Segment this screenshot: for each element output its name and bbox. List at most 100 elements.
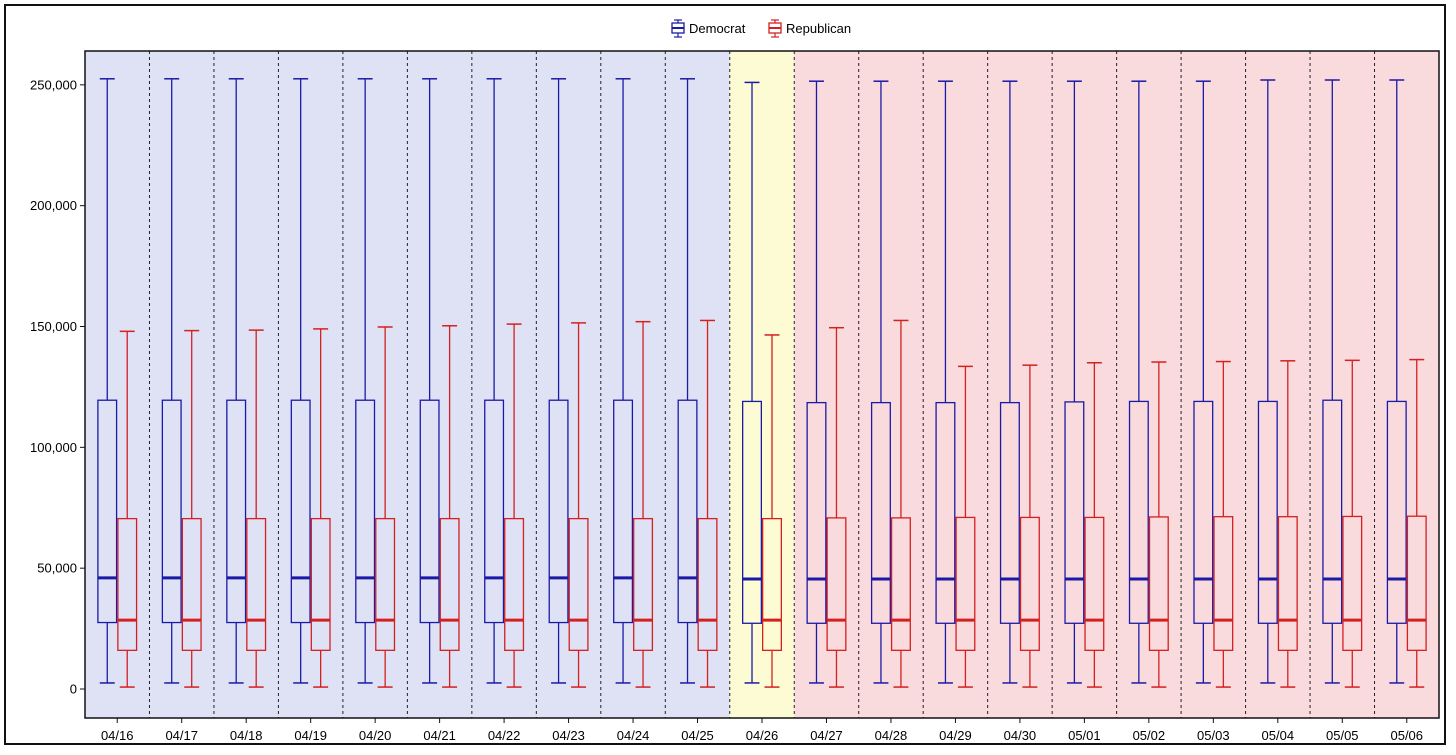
republican-iqr-box (1342, 515, 1363, 651)
x-tick-label: 05/01 (1068, 728, 1101, 743)
democrat-box-04-28 (870, 80, 891, 684)
boxplot-chart: 0 50,000 100,000 150,000 200,000 250,000 04/16… (30, 19, 1440, 743)
democrat-iqr-box (484, 399, 505, 624)
republican-iqr-box (439, 517, 460, 651)
republican-box-04-21 (439, 325, 460, 688)
republican-iqr-box (181, 517, 202, 651)
x-tick-label: 05/02 (1133, 728, 1166, 743)
democrat-box-05-01 (1064, 80, 1085, 684)
republican-iqr-box (1148, 516, 1169, 651)
legend[interactable]: Democrat Republican (671, 19, 851, 38)
x-tick-label: 05/04 (1262, 728, 1295, 743)
democrat-box-04-19 (290, 78, 311, 684)
x-tick-label: 04/23 (552, 728, 585, 743)
republican-iqr-box (761, 517, 782, 651)
republican-box-05-01 (1084, 362, 1105, 688)
republican-iqr-box (1084, 516, 1105, 651)
republican-box-05-04 (1277, 360, 1298, 688)
y-tick-label: 200,000 (30, 198, 77, 213)
democrat-iqr-box (1257, 400, 1278, 624)
republican-box-04-17 (181, 329, 202, 688)
democrat-box-04-30 (999, 80, 1020, 684)
x-tick-label: 04/16 (101, 728, 134, 743)
democrat-box-05-06 (1386, 79, 1407, 684)
republican-box-04-29 (955, 365, 976, 688)
legend-icon-republican (768, 19, 782, 38)
x-tick-label: 04/26 (746, 728, 779, 743)
republican-iqr-box (310, 517, 331, 651)
democrat-iqr-box (1386, 400, 1407, 624)
democrat-box-04-23 (548, 78, 569, 684)
democrat-box-04-25 (677, 78, 698, 684)
republican-iqr-box (890, 517, 911, 651)
democrat-iqr-box (290, 399, 311, 624)
y-tick-label: 100,000 (30, 440, 77, 455)
democrat-iqr-box (1128, 400, 1149, 624)
republican-iqr-box (955, 516, 976, 651)
republican-box-04-18 (246, 329, 267, 688)
republican-iqr-box (504, 517, 525, 651)
republican-box-05-03 (1213, 360, 1234, 688)
democrat-iqr-box (97, 399, 118, 624)
chart-frame: 0 50,000 100,000 150,000 200,000 250,000 04/16… (4, 4, 1446, 745)
legend-icon-democrat (671, 19, 685, 38)
background-band-1 (85, 51, 730, 718)
democrat-iqr-box (742, 400, 763, 624)
democrat-iqr-box (806, 401, 827, 624)
democrat-box-04-16 (97, 78, 118, 684)
x-tick-label: 05/05 (1326, 728, 1359, 743)
y-tick-label: 50,000 (37, 561, 77, 576)
democrat-iqr-box (161, 399, 182, 624)
republican-box-04-28 (890, 319, 911, 688)
republican-box-04-25 (697, 319, 718, 688)
democrat-iqr-box (548, 399, 569, 624)
republican-iqr-box (633, 517, 654, 651)
x-tick-label: 04/30 (1004, 728, 1037, 743)
democrat-box-04-27 (806, 80, 827, 684)
democrat-box-05-02 (1128, 80, 1149, 684)
democrat-box-05-03 (1193, 80, 1214, 684)
democrat-box-04-29 (935, 80, 956, 684)
democrat-box-04-21 (419, 78, 440, 684)
republican-box-05-05 (1342, 359, 1363, 688)
democrat-box-04-17 (161, 78, 182, 684)
x-tick-label: 04/22 (488, 728, 521, 743)
republican-box-04-23 (568, 322, 589, 688)
democrat-iqr-box (935, 401, 956, 624)
y-tick-label: 250,000 (30, 77, 77, 92)
republican-iqr-box (697, 517, 718, 651)
x-tick-label: 05/06 (1390, 728, 1423, 743)
republican-iqr-box (375, 517, 396, 651)
democrat-iqr-box (870, 401, 891, 624)
republican-box-04-24 (633, 320, 654, 688)
y-tick-label: 150,000 (30, 319, 77, 334)
republican-box-05-06 (1406, 358, 1427, 688)
republican-iqr-box (246, 517, 267, 651)
democrat-box-04-26 (742, 81, 763, 684)
democrat-box-05-04 (1257, 79, 1278, 684)
republican-box-05-02 (1148, 361, 1169, 688)
democrat-iqr-box (355, 399, 376, 624)
republican-box-04-19 (310, 328, 331, 688)
republican-box-04-22 (504, 323, 525, 688)
democrat-box-04-18 (226, 78, 247, 684)
x-tick-label: 04/17 (165, 728, 198, 743)
republican-box-04-16 (117, 330, 138, 688)
x-tick-label: 04/24 (617, 728, 650, 743)
republican-iqr-box (826, 517, 847, 651)
democrat-iqr-box (613, 399, 634, 624)
democrat-box-05-05 (1322, 79, 1343, 684)
democrat-iqr-box (226, 399, 247, 624)
democrat-box-04-22 (484, 78, 505, 684)
democrat-iqr-box (1322, 399, 1343, 624)
democrat-box-04-20 (355, 78, 376, 684)
x-tick-label: 04/29 (939, 728, 972, 743)
democrat-iqr-box (999, 401, 1020, 624)
republican-box-04-26 (761, 334, 782, 688)
republican-iqr-box (568, 517, 589, 651)
democrat-iqr-box (1064, 401, 1085, 624)
democrat-iqr-box (1193, 400, 1214, 624)
axes: 0 50,000 100,000 150,000 200,000 250,000 04/16… (30, 50, 1440, 743)
background-bands (85, 51, 1439, 718)
x-tick-label: 04/20 (359, 728, 392, 743)
